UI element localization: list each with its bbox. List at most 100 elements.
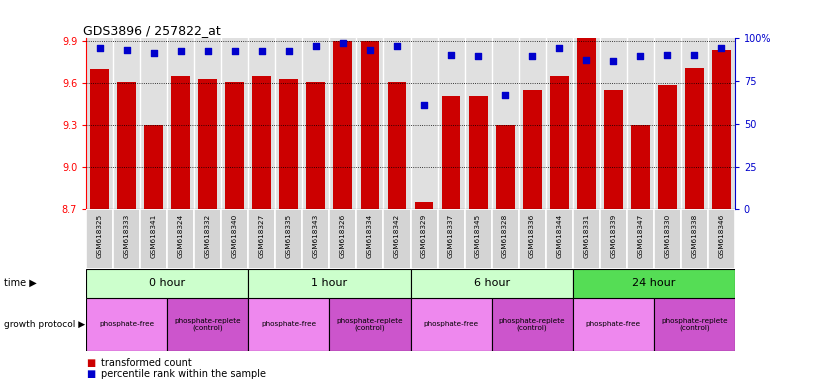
Bar bbox=[599, 209, 626, 269]
Bar bbox=[681, 38, 708, 209]
Bar bbox=[492, 38, 519, 209]
Bar bbox=[360, 41, 379, 209]
Bar bbox=[252, 76, 271, 209]
Bar bbox=[603, 90, 622, 209]
Text: 0 hour: 0 hour bbox=[149, 278, 186, 288]
Text: GSM618328: GSM618328 bbox=[502, 214, 508, 258]
Bar bbox=[492, 298, 573, 351]
Bar bbox=[279, 79, 298, 209]
Bar bbox=[546, 209, 573, 269]
Bar bbox=[519, 38, 546, 209]
Bar bbox=[86, 298, 167, 351]
Bar bbox=[599, 38, 626, 209]
Bar bbox=[573, 298, 654, 351]
Point bbox=[391, 43, 404, 49]
Bar bbox=[438, 209, 465, 269]
Text: phosphate-free: phosphate-free bbox=[99, 321, 154, 328]
Bar bbox=[383, 38, 410, 209]
Text: GSM618344: GSM618344 bbox=[556, 214, 562, 258]
Bar bbox=[167, 209, 195, 269]
Bar bbox=[658, 84, 677, 209]
Bar bbox=[302, 38, 329, 209]
Bar bbox=[626, 209, 654, 269]
Bar bbox=[195, 209, 222, 269]
Bar bbox=[113, 209, 140, 269]
Bar bbox=[86, 269, 248, 298]
Point bbox=[607, 58, 620, 65]
Bar bbox=[410, 298, 492, 351]
Bar bbox=[573, 38, 599, 209]
Bar bbox=[195, 38, 222, 209]
Point bbox=[364, 46, 377, 53]
Text: GSM618331: GSM618331 bbox=[583, 214, 589, 258]
Text: transformed count: transformed count bbox=[101, 358, 192, 368]
Text: GSM618339: GSM618339 bbox=[610, 214, 617, 258]
Bar bbox=[172, 76, 190, 209]
Text: GSM618329: GSM618329 bbox=[421, 214, 427, 258]
Bar bbox=[523, 90, 542, 209]
Bar bbox=[654, 38, 681, 209]
Text: GSM618345: GSM618345 bbox=[475, 214, 481, 258]
Text: growth protocol ▶: growth protocol ▶ bbox=[4, 320, 85, 329]
Bar bbox=[90, 69, 109, 209]
Text: GSM618343: GSM618343 bbox=[313, 214, 319, 258]
Point bbox=[634, 53, 647, 60]
Point bbox=[688, 51, 701, 58]
Text: phosphate-free: phosphate-free bbox=[585, 321, 640, 328]
Text: GSM618332: GSM618332 bbox=[204, 214, 211, 258]
Text: GSM618333: GSM618333 bbox=[124, 214, 130, 258]
Text: GSM618330: GSM618330 bbox=[664, 214, 670, 258]
Bar bbox=[438, 38, 465, 209]
Bar bbox=[275, 209, 302, 269]
Point bbox=[661, 51, 674, 58]
Bar bbox=[329, 209, 356, 269]
Bar bbox=[167, 298, 248, 351]
Bar bbox=[685, 68, 704, 209]
Text: GSM618325: GSM618325 bbox=[97, 214, 103, 258]
Point bbox=[147, 50, 160, 56]
Text: phosphate-replete
(control): phosphate-replete (control) bbox=[337, 318, 403, 331]
Bar bbox=[275, 38, 302, 209]
Text: GSM618326: GSM618326 bbox=[340, 214, 346, 258]
Text: GSM618327: GSM618327 bbox=[259, 214, 265, 258]
Text: time ▶: time ▶ bbox=[4, 278, 37, 288]
Point bbox=[310, 43, 323, 49]
Bar bbox=[550, 76, 569, 209]
Point bbox=[553, 45, 566, 51]
Bar bbox=[576, 37, 595, 209]
Bar bbox=[410, 209, 438, 269]
Point bbox=[174, 48, 187, 55]
Bar bbox=[199, 79, 218, 209]
Text: GSM618347: GSM618347 bbox=[637, 214, 643, 258]
Bar bbox=[708, 38, 735, 209]
Bar bbox=[383, 209, 410, 269]
Bar bbox=[654, 209, 681, 269]
Text: 24 hour: 24 hour bbox=[632, 278, 676, 288]
Bar bbox=[117, 82, 136, 209]
Text: phosphate-replete
(control): phosphate-replete (control) bbox=[661, 318, 727, 331]
Text: phosphate-replete
(control): phosphate-replete (control) bbox=[175, 318, 241, 331]
Point bbox=[444, 51, 457, 58]
Bar bbox=[248, 298, 329, 351]
Bar bbox=[631, 125, 649, 209]
Bar bbox=[226, 82, 245, 209]
Bar bbox=[248, 38, 275, 209]
Bar bbox=[329, 298, 410, 351]
Text: GDS3896 / 257822_at: GDS3896 / 257822_at bbox=[83, 24, 221, 37]
Text: 6 hour: 6 hour bbox=[474, 278, 510, 288]
Bar bbox=[410, 269, 573, 298]
Text: GSM618337: GSM618337 bbox=[448, 214, 454, 258]
Point bbox=[498, 92, 511, 98]
Bar bbox=[222, 209, 248, 269]
Bar bbox=[442, 96, 461, 209]
Point bbox=[337, 40, 350, 46]
Text: GSM618334: GSM618334 bbox=[367, 214, 373, 258]
Bar bbox=[388, 82, 406, 209]
Bar bbox=[654, 298, 735, 351]
Bar bbox=[248, 269, 410, 298]
Bar bbox=[86, 38, 113, 209]
Bar bbox=[140, 38, 167, 209]
Point bbox=[228, 48, 241, 55]
Bar bbox=[329, 38, 356, 209]
Bar bbox=[302, 209, 329, 269]
